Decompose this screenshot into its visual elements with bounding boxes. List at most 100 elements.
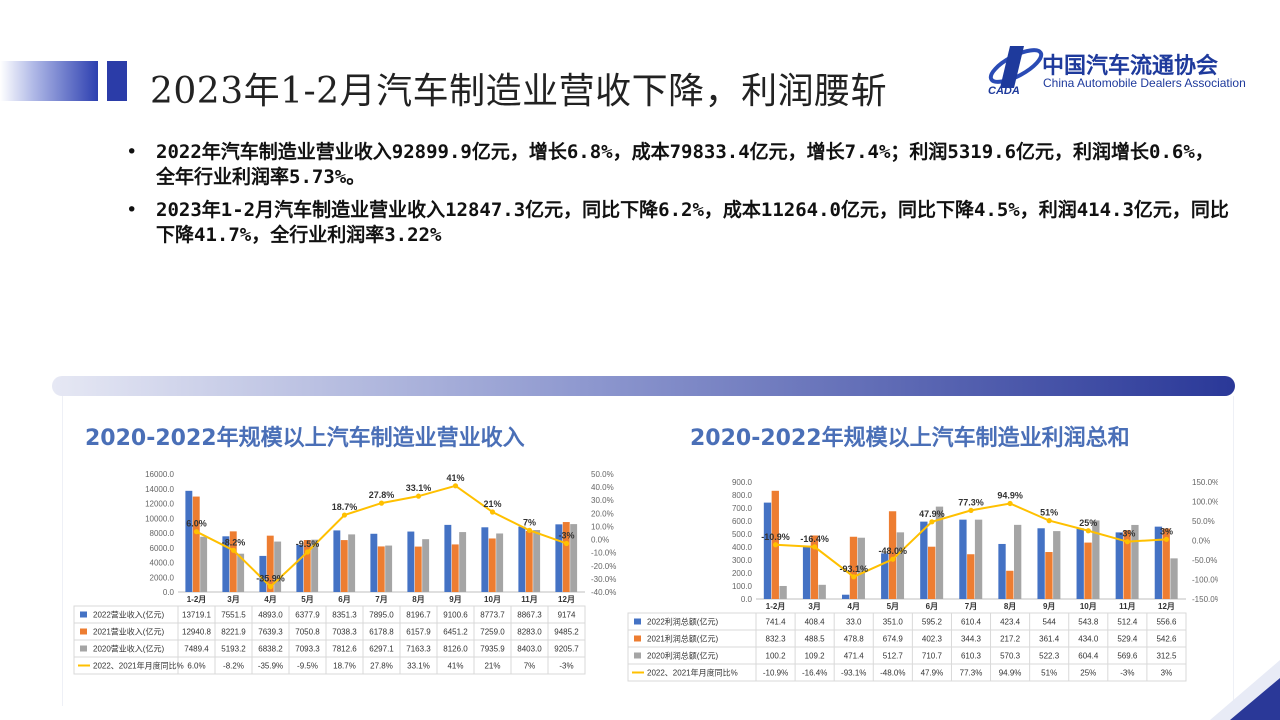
table-cell: 3% bbox=[1161, 669, 1173, 678]
table-cell: 351.0 bbox=[883, 618, 904, 627]
x-tick-label: 6月 bbox=[338, 595, 350, 604]
table-cell: 8221.9 bbox=[221, 628, 246, 637]
y2-tick-label: 20.0% bbox=[591, 509, 614, 518]
bar bbox=[185, 490, 193, 592]
table-cell: -16.4% bbox=[802, 669, 827, 678]
y2-tick-label: 150.0% bbox=[1192, 478, 1218, 487]
table-cell: 7093.3 bbox=[295, 645, 320, 654]
bar bbox=[1053, 531, 1061, 599]
title-decoration-gradient bbox=[0, 61, 98, 101]
revenue-chart-title: 2020-2022年规模以上汽车制造业营业收入 bbox=[85, 426, 525, 451]
table-cell: 13719.1 bbox=[182, 611, 211, 620]
bar bbox=[1131, 524, 1139, 599]
table-cell: -35.9% bbox=[258, 662, 283, 671]
x-tick-label: 6月 bbox=[926, 602, 938, 611]
yoy-data-label: -16.4% bbox=[800, 534, 829, 544]
y-tick-label: 0.0 bbox=[741, 595, 753, 604]
bar bbox=[222, 536, 230, 592]
bar bbox=[763, 502, 772, 599]
x-tick-label: 1-2月 bbox=[187, 595, 207, 604]
table-cell: 604.4 bbox=[1078, 652, 1099, 661]
table-cell: 7038.3 bbox=[332, 628, 357, 637]
y2-tick-label: 50.0% bbox=[1192, 517, 1215, 526]
table-cell: -9.5% bbox=[297, 662, 318, 671]
bar bbox=[340, 540, 348, 592]
yoy-point bbox=[1124, 539, 1130, 545]
yoy-data-label: 6.0% bbox=[186, 519, 207, 529]
yoy-data-label: 25% bbox=[1079, 518, 1097, 528]
table-cell: 674.9 bbox=[883, 635, 904, 644]
table-cell: 542.6 bbox=[1156, 635, 1177, 644]
table-cell: 7812.6 bbox=[332, 645, 357, 654]
y-tick-label: 200.0 bbox=[732, 569, 753, 578]
bar bbox=[237, 553, 245, 592]
table-cell: 488.5 bbox=[805, 635, 826, 644]
yoy-data-label: 41% bbox=[446, 473, 464, 483]
yoy-data-label: 47.9% bbox=[919, 509, 945, 519]
bar bbox=[998, 543, 1006, 599]
table-cell: 47.9% bbox=[921, 669, 944, 678]
table-cell: 423.4 bbox=[1000, 618, 1021, 627]
yoy-data-label: 3% bbox=[1160, 526, 1173, 536]
x-tick-label: 4月 bbox=[848, 602, 860, 611]
y-tick-label: 0.0 bbox=[163, 588, 175, 597]
y-tick-label: 800.0 bbox=[732, 491, 753, 500]
y-tick-label: 600.0 bbox=[732, 517, 753, 526]
bullet-text: 2022年汽车制造业营业收入92899.9亿元，增长6.8%，成本79833.4… bbox=[156, 141, 1214, 188]
yoy-data-label: -10.9% bbox=[761, 532, 790, 542]
x-tick-label: 10月 bbox=[1080, 602, 1097, 611]
x-tick-label: 3月 bbox=[227, 595, 239, 604]
table-cell: 51% bbox=[1041, 669, 1057, 678]
yoy-point bbox=[968, 507, 974, 513]
yoy-point bbox=[1007, 500, 1013, 507]
bar bbox=[370, 533, 378, 592]
bar bbox=[967, 554, 975, 599]
table-cell: 5193.2 bbox=[221, 645, 246, 654]
bar bbox=[488, 538, 496, 592]
table-cell: 312.5 bbox=[1156, 652, 1177, 661]
table-cell: -3% bbox=[1120, 669, 1134, 678]
y-tick-label: 100.0 bbox=[732, 582, 753, 591]
slide-title: 2023年1-2月汽车制造业营收下降，利润腰斩 bbox=[150, 71, 888, 112]
table-cell: 6377.9 bbox=[295, 611, 320, 620]
cada-logo: CADA 中国汽车流通协会 China Automobile Dealers A… bbox=[984, 38, 1274, 100]
yoy-point bbox=[851, 574, 857, 580]
x-tick-label: 10月 bbox=[484, 595, 501, 604]
bar bbox=[333, 530, 341, 592]
yoy-point bbox=[1163, 536, 1170, 542]
table-cell: 7259.0 bbox=[480, 628, 505, 637]
y2-tick-label: -30.0% bbox=[591, 575, 616, 584]
yoy-point bbox=[193, 529, 200, 535]
bar bbox=[229, 531, 237, 592]
y2-tick-label: -150.0% bbox=[1192, 595, 1218, 604]
table-cell: -93.1% bbox=[841, 669, 866, 678]
bar bbox=[896, 532, 905, 599]
table-cell: 570.3 bbox=[1000, 652, 1021, 661]
bar bbox=[810, 535, 819, 599]
yoy-point bbox=[890, 556, 896, 562]
bar bbox=[296, 544, 304, 592]
bullet-marker: • bbox=[126, 199, 138, 221]
table-cell: 512.7 bbox=[883, 652, 904, 661]
table-cell: -10.9% bbox=[763, 669, 788, 678]
table-cell: 9174 bbox=[558, 611, 576, 620]
bar bbox=[1037, 528, 1045, 599]
yoy-data-label: -3% bbox=[558, 530, 574, 540]
bar bbox=[385, 545, 393, 592]
yoy-point bbox=[415, 493, 422, 499]
yoy-point bbox=[489, 509, 496, 515]
table-cell: 7489.4 bbox=[184, 645, 209, 654]
x-tick-label: 7月 bbox=[965, 602, 977, 611]
table-cell: -8.2% bbox=[223, 662, 244, 671]
y-tick-label: 400.0 bbox=[732, 543, 753, 552]
table-cell: 569.6 bbox=[1117, 652, 1138, 661]
x-tick-label: 12月 bbox=[1158, 602, 1175, 611]
bar bbox=[525, 530, 533, 592]
bar bbox=[881, 553, 889, 599]
bar bbox=[857, 537, 865, 599]
bar bbox=[935, 506, 944, 599]
bar bbox=[259, 555, 267, 592]
x-tick-label: 5月 bbox=[887, 602, 899, 611]
x-tick-label: 9月 bbox=[449, 595, 461, 604]
legend-label: 2021利润总额(亿元) bbox=[647, 634, 718, 644]
